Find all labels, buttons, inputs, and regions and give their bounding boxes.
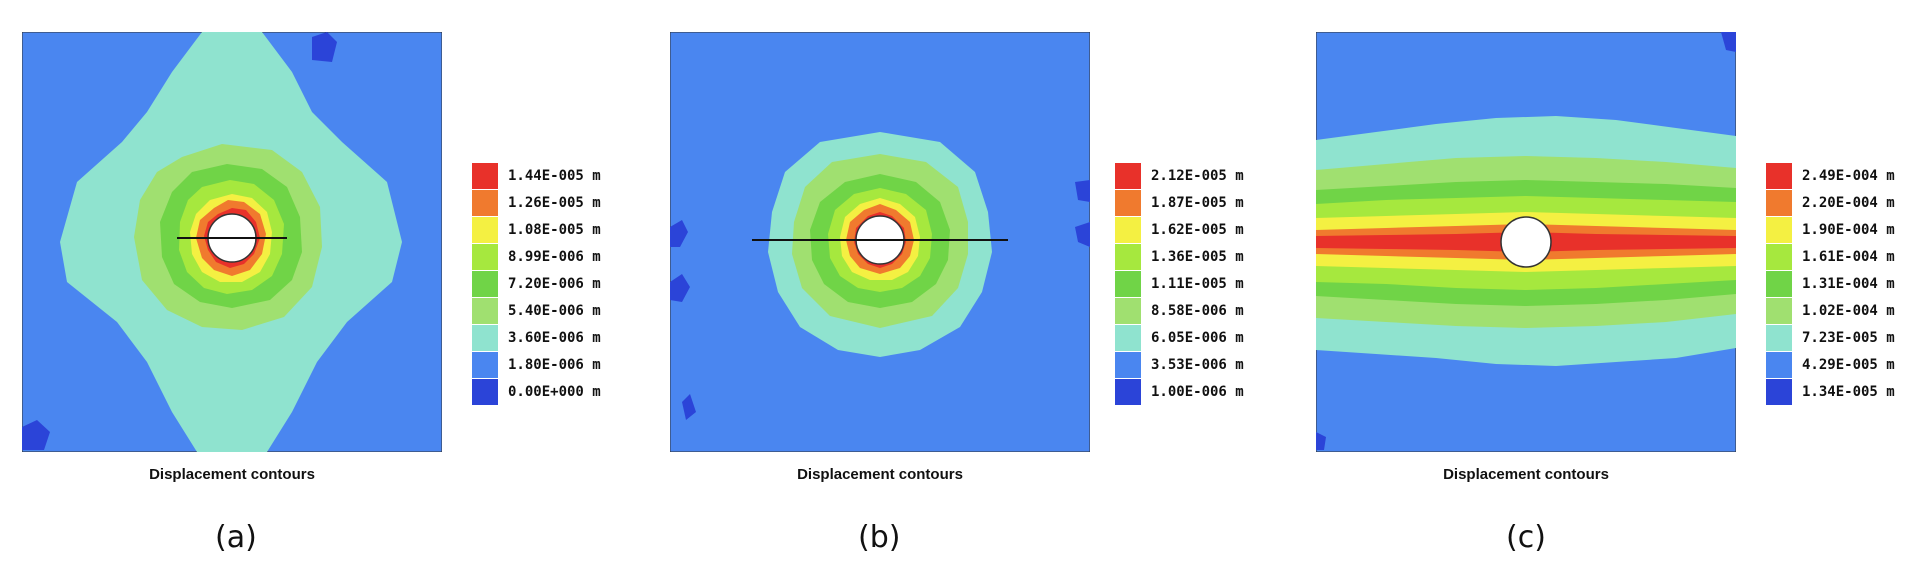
legend-item: 8.99E-006 m	[472, 243, 601, 270]
legend-item: 1.11E-005 m	[1115, 270, 1244, 297]
legend-item: 2.20E-004 m	[1766, 189, 1895, 216]
legend-item: 5.40E-006 m	[472, 297, 601, 324]
legend-label: 3.53E-006 m	[1151, 356, 1244, 373]
legend-label: 1.80E-006 m	[508, 356, 601, 373]
legend-item: 3.53E-006 m	[1115, 351, 1244, 378]
legend-swatch	[472, 297, 498, 324]
legend-swatch	[472, 216, 498, 243]
legend-label: 4.29E-005 m	[1802, 356, 1895, 373]
legend-swatch	[1766, 297, 1792, 324]
legend-swatch	[1115, 189, 1141, 216]
legend-label: 1.61E-004 m	[1802, 248, 1895, 265]
legend-swatch	[1115, 270, 1141, 297]
legend-label: 7.20E-006 m	[508, 275, 601, 292]
legend-swatch	[472, 162, 498, 189]
legend-label: 1.90E-004 m	[1802, 221, 1895, 238]
legend-item: 1.00E-006 m	[1115, 378, 1244, 405]
legend-swatch	[1115, 243, 1141, 270]
legend-item: 1.36E-005 m	[1115, 243, 1244, 270]
legend-swatch	[1115, 297, 1141, 324]
legend-label: 0.00E+000 m	[508, 383, 601, 400]
legend-item: 3.60E-006 m	[472, 324, 601, 351]
legend-swatch	[1766, 243, 1792, 270]
legend-item: 6.05E-006 m	[1115, 324, 1244, 351]
legend-swatch	[1766, 189, 1792, 216]
legend-item: 1.31E-004 m	[1766, 270, 1895, 297]
legend-item: 1.08E-005 m	[472, 216, 601, 243]
legend-label: 1.26E-005 m	[508, 194, 601, 211]
legend-item: 0.00E+000 m	[472, 378, 601, 405]
legend-label: 2.49E-004 m	[1802, 167, 1895, 184]
legend-label: 1.11E-005 m	[1151, 275, 1244, 292]
legend-label: 2.20E-004 m	[1802, 194, 1895, 211]
legend-label: 7.23E-005 m	[1802, 329, 1895, 346]
plot-caption-a: Displacement contours	[149, 466, 315, 483]
legend-item: 1.02E-004 m	[1766, 297, 1895, 324]
legend-item: 7.23E-005 m	[1766, 324, 1895, 351]
panel-a: 1.44E-005 m 1.26E-005 m 1.08E-005 m 8.99…	[22, 0, 642, 580]
legend-swatch	[1115, 216, 1141, 243]
legend-label: 8.99E-006 m	[508, 248, 601, 265]
legend-item: 2.49E-004 m	[1766, 162, 1895, 189]
legend-swatch	[1115, 324, 1141, 351]
legend-label: 2.12E-005 m	[1151, 167, 1244, 184]
legend-swatch	[1766, 162, 1792, 189]
legend-label: 6.05E-006 m	[1151, 329, 1244, 346]
legend-item: 1.61E-004 m	[1766, 243, 1895, 270]
legend-item: 7.20E-006 m	[472, 270, 601, 297]
legend-label: 3.60E-006 m	[508, 329, 601, 346]
plot-caption-b: Displacement contours	[797, 466, 963, 483]
contour-graphic-c	[1316, 32, 1736, 452]
legend-b: 2.12E-005 m 1.87E-005 m 1.62E-005 m 1.36…	[1115, 162, 1244, 405]
contour-plot-c	[1316, 32, 1736, 452]
sublabel-c: (c)	[1506, 520, 1546, 555]
legend-swatch	[1766, 216, 1792, 243]
legend-swatch	[1766, 324, 1792, 351]
legend-swatch	[1115, 351, 1141, 378]
legend-label: 1.08E-005 m	[508, 221, 601, 238]
legend-label: 1.31E-004 m	[1802, 275, 1895, 292]
legend-swatch	[1766, 378, 1792, 405]
legend-item: 1.87E-005 m	[1115, 189, 1244, 216]
sublabel-b: (b)	[858, 520, 901, 555]
plot-caption-c: Displacement contours	[1443, 466, 1609, 483]
legend-swatch	[1766, 351, 1792, 378]
legend-swatch	[472, 378, 498, 405]
legend-label: 5.40E-006 m	[508, 302, 601, 319]
legend-label: 1.44E-005 m	[508, 167, 601, 184]
legend-swatch	[1115, 162, 1141, 189]
legend-label: 1.02E-004 m	[1802, 302, 1895, 319]
legend-label: 1.36E-005 m	[1151, 248, 1244, 265]
legend-swatch	[472, 270, 498, 297]
contour-plot-b	[670, 32, 1090, 452]
legend-item: 8.58E-006 m	[1115, 297, 1244, 324]
legend-swatch	[472, 351, 498, 378]
legend-item: 1.90E-004 m	[1766, 216, 1895, 243]
legend-swatch	[472, 189, 498, 216]
legend-item: 4.29E-005 m	[1766, 351, 1895, 378]
legend-swatch	[1766, 270, 1792, 297]
contour-graphic-a	[22, 32, 442, 452]
legend-label: 8.58E-006 m	[1151, 302, 1244, 319]
legend-item: 2.12E-005 m	[1115, 162, 1244, 189]
contour-plot-a	[22, 32, 442, 452]
legend-item: 1.34E-005 m	[1766, 378, 1895, 405]
legend-item: 1.80E-006 m	[472, 351, 601, 378]
legend-a: 1.44E-005 m 1.26E-005 m 1.08E-005 m 8.99…	[472, 162, 601, 405]
legend-swatch	[472, 324, 498, 351]
panel-c: 2.49E-004 m 2.20E-004 m 1.90E-004 m 1.61…	[1316, 0, 1927, 580]
legend-item: 1.44E-005 m	[472, 162, 601, 189]
contour-graphic-b	[670, 32, 1090, 452]
legend-c: 2.49E-004 m 2.20E-004 m 1.90E-004 m 1.61…	[1766, 162, 1895, 405]
legend-label: 1.87E-005 m	[1151, 194, 1244, 211]
panel-b: 2.12E-005 m 1.87E-005 m 1.62E-005 m 1.36…	[670, 0, 1290, 580]
legend-item: 1.62E-005 m	[1115, 216, 1244, 243]
legend-item: 1.26E-005 m	[472, 189, 601, 216]
legend-label: 1.34E-005 m	[1802, 383, 1895, 400]
legend-swatch	[1115, 378, 1141, 405]
sublabel-a: (a)	[215, 520, 257, 555]
legend-label: 1.62E-005 m	[1151, 221, 1244, 238]
legend-swatch	[472, 243, 498, 270]
legend-label: 1.00E-006 m	[1151, 383, 1244, 400]
